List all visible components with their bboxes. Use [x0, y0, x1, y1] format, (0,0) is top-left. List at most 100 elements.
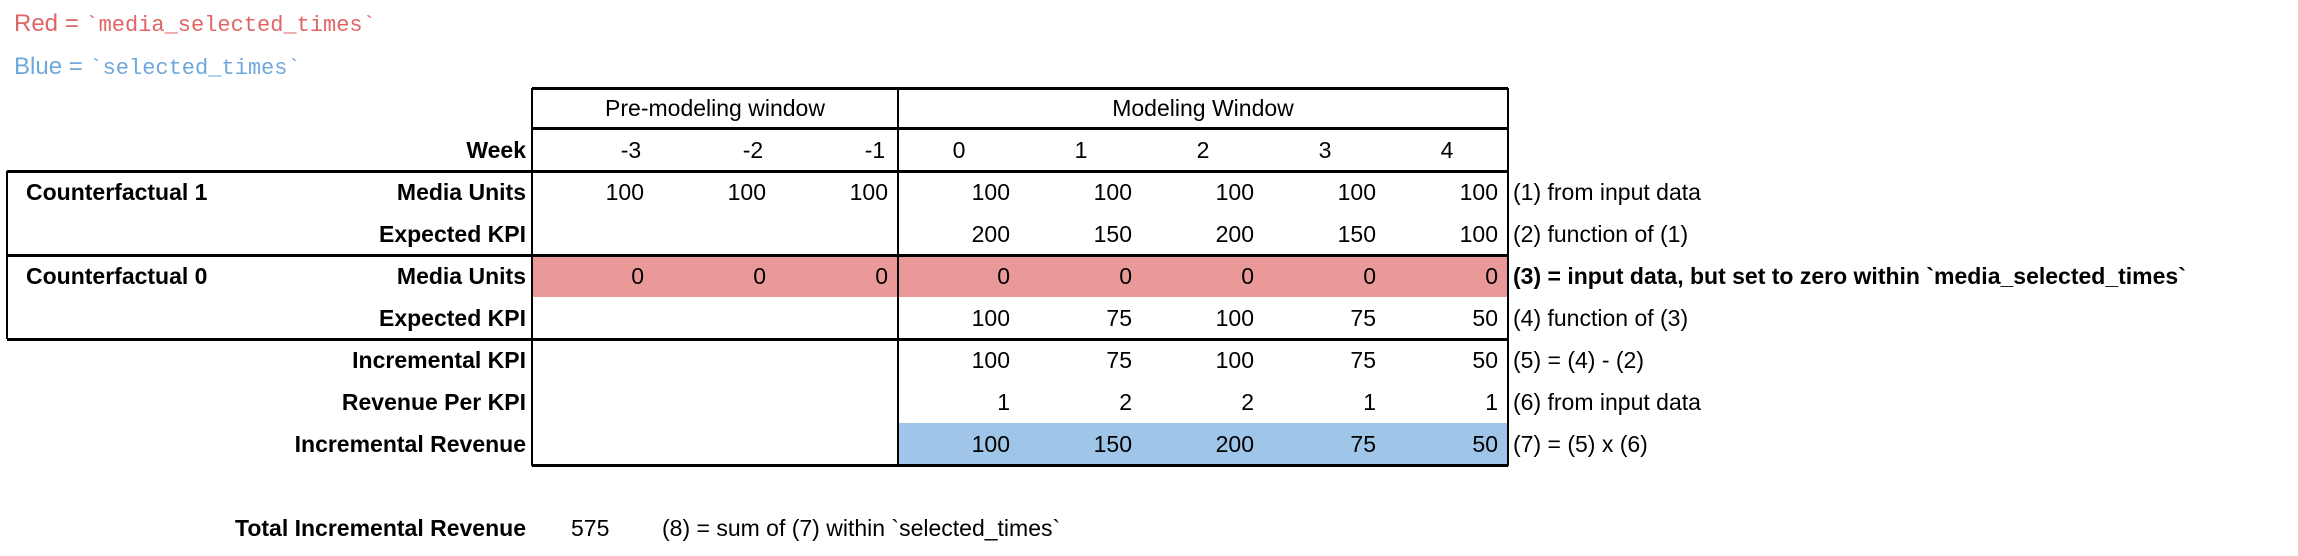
value-cell: 100 [1215, 179, 1254, 205]
legend-red-code: `media_selected_times` [85, 13, 376, 38]
value-cell [654, 381, 766, 423]
value-cell [532, 423, 644, 465]
week-header: 0 [952, 137, 966, 163]
value-cell: 0 [875, 263, 888, 289]
row-label: Revenue Per KPI [341, 389, 526, 415]
row-note: (5) = (4) - (2) [1513, 347, 1644, 373]
divider [532, 464, 1508, 467]
value-cell: 100 [1093, 179, 1132, 205]
divider [532, 87, 1508, 90]
row-note: (3) = input data, but set to zero within… [1513, 263, 2186, 289]
row-label: Expected KPI [379, 221, 526, 247]
value-cell [776, 297, 888, 339]
value-cell [776, 339, 888, 381]
modeling-window-header: Modeling Window [1112, 95, 1294, 121]
red-highlight [532, 255, 1508, 297]
divider [531, 88, 533, 466]
row-label: Media Units [396, 263, 526, 289]
value-cell [654, 339, 766, 381]
value-cell [776, 423, 888, 465]
week-header: -3 [620, 137, 642, 163]
value-cell: 0 [631, 263, 644, 289]
legend-blue-label: Blue = [14, 53, 90, 80]
value-cell [532, 339, 644, 381]
value-cell: 0 [1363, 263, 1376, 289]
row-note: (4) function of (3) [1513, 305, 1689, 331]
value-cell: 200 [1215, 431, 1254, 457]
value-cell: 100 [971, 431, 1010, 457]
divider [897, 88, 899, 466]
value-cell [654, 423, 766, 465]
value-cell [654, 213, 766, 255]
value-cell: 100 [971, 305, 1010, 331]
value-cell: 0 [753, 263, 766, 289]
row-label: Media Units [396, 179, 526, 205]
week-header: 3 [1318, 137, 1332, 163]
week-header: 4 [1440, 137, 1454, 163]
value-cell: 150 [1093, 221, 1132, 247]
value-cell: 100 [1459, 179, 1498, 205]
week-header: -2 [742, 137, 764, 163]
value-cell: 100 [605, 179, 644, 205]
value-cell: 75 [1106, 347, 1132, 373]
legend-blue: Blue = `selected_times` [14, 53, 301, 81]
value-cell: 200 [971, 221, 1010, 247]
divider [7, 170, 1508, 173]
row-group-label: Counterfactual 0 [26, 263, 208, 289]
row-label: Expected KPI [379, 305, 526, 331]
value-cell: 2 [1119, 389, 1132, 415]
legend-red-label: Red = [14, 10, 86, 37]
value-cell: 0 [997, 263, 1010, 289]
row-group-label: Counterfactual 1 [26, 179, 208, 205]
total-label: Total Incremental Revenue [235, 515, 526, 541]
value-cell: 50 [1472, 305, 1498, 331]
week-header: -1 [864, 137, 886, 163]
row-note: (1) from input data [1513, 179, 1701, 205]
value-cell [532, 297, 644, 339]
value-cell: 75 [1350, 431, 1376, 457]
week-label: Week [466, 137, 526, 163]
total-note: (8) = sum of (7) within `selected_times` [662, 515, 1061, 541]
divider [1507, 88, 1509, 466]
pre-modeling-window-header: Pre-modeling window [605, 95, 825, 121]
value-cell: 1 [1485, 389, 1498, 415]
value-cell [532, 213, 644, 255]
value-cell: 150 [1337, 221, 1376, 247]
value-cell: 100 [1459, 221, 1498, 247]
value-cell: 100 [1215, 305, 1254, 331]
value-cell: 50 [1472, 347, 1498, 373]
row-label: Incremental Revenue [294, 431, 526, 457]
week-header: 1 [1074, 137, 1088, 163]
value-cell: 0 [1241, 263, 1254, 289]
blue-highlight [898, 423, 1508, 465]
value-cell: 100 [849, 179, 888, 205]
divider [7, 338, 1508, 341]
value-cell: 100 [971, 347, 1010, 373]
legend-blue-code: `selected_times` [89, 56, 301, 81]
value-cell: 100 [971, 179, 1010, 205]
value-cell [776, 213, 888, 255]
divider [6, 171, 8, 339]
value-cell: 100 [1337, 179, 1376, 205]
value-cell: 0 [1485, 263, 1498, 289]
divider [7, 254, 1508, 257]
value-cell [532, 381, 644, 423]
row-label: Incremental KPI [352, 347, 526, 373]
row-note: (7) = (5) x (6) [1513, 431, 1648, 457]
value-cell: 1 [997, 389, 1010, 415]
legend-red: Red = `media_selected_times` [14, 10, 376, 38]
divider [532, 127, 1508, 130]
value-cell: 1 [1363, 389, 1376, 415]
value-cell: 150 [1093, 431, 1132, 457]
value-cell [654, 297, 766, 339]
value-cell: 75 [1350, 305, 1376, 331]
value-cell: 75 [1106, 305, 1132, 331]
value-cell: 75 [1350, 347, 1376, 373]
week-header: 2 [1196, 137, 1210, 163]
row-note: (2) function of (1) [1513, 221, 1689, 247]
value-cell: 100 [1215, 347, 1254, 373]
value-cell: 200 [1215, 221, 1254, 247]
value-cell [776, 381, 888, 423]
value-cell: 50 [1472, 431, 1498, 457]
row-note: (6) from input data [1513, 389, 1701, 415]
